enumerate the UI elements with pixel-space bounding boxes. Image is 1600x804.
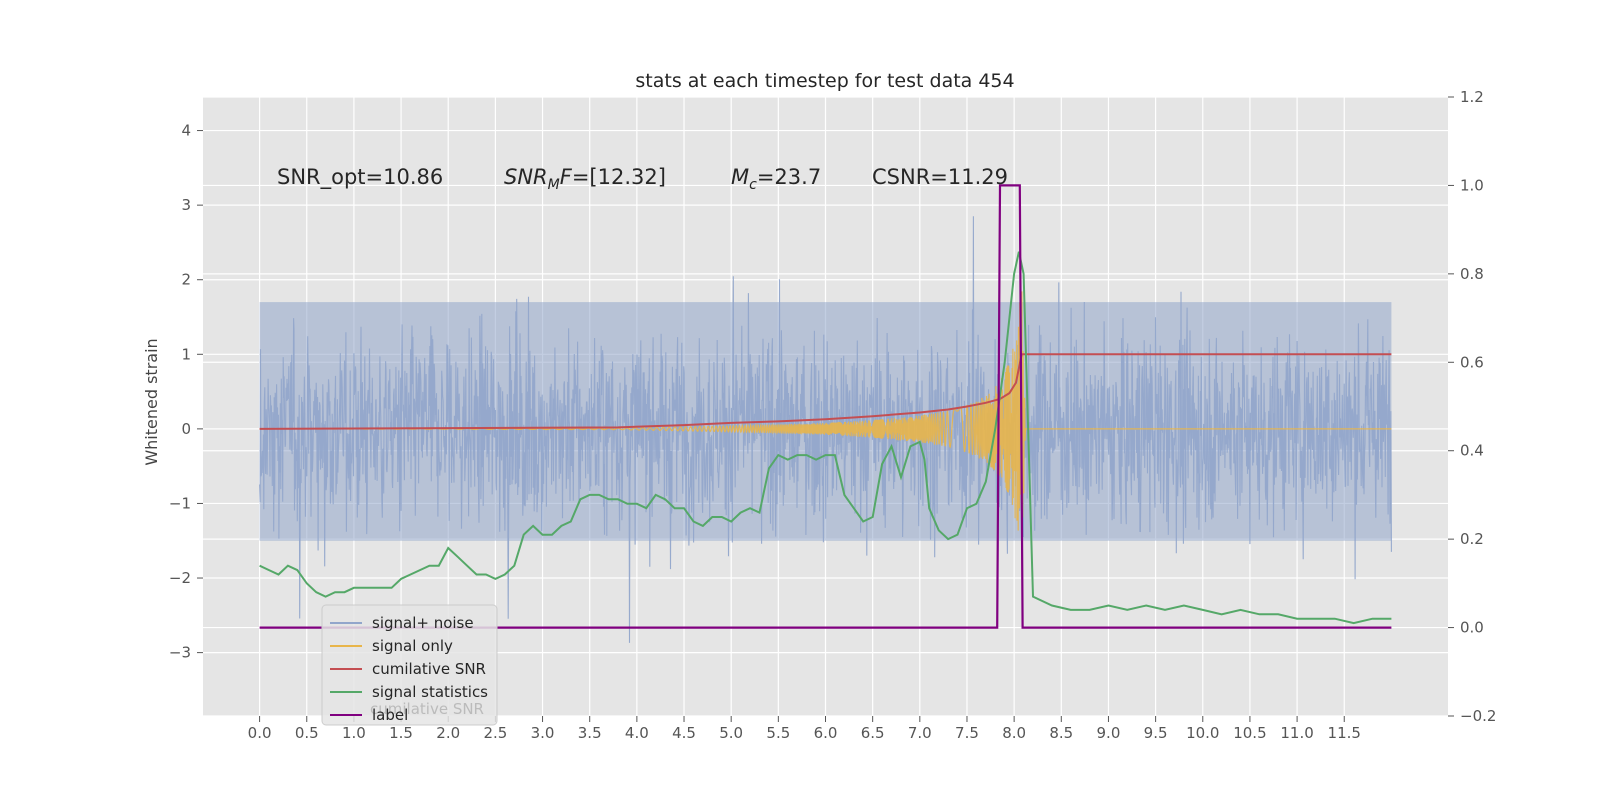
x-tick-label-3: 1.5 <box>389 724 413 742</box>
annotation-snr-mf-sub: M <box>548 177 560 193</box>
legend-box <box>321 604 498 726</box>
series-signal-statistics <box>259 251 1392 625</box>
axes: 0.0 0.5 1.0 1.5 2.0 2.5 3.0 3.5 4.0 4.5 5.0 5.5 6.0 6… <box>169 88 1497 742</box>
y-tick-label-5: 2 <box>181 271 191 289</box>
annotation-snr-mf: SNRMF=[12.32] <box>504 165 666 193</box>
legend-label-0: signal+ noise <box>372 614 474 632</box>
x-tick-label-17: 8.5 <box>1049 724 1073 742</box>
legend-label-3: signal statistics <box>372 683 488 701</box>
series-signal-noise <box>259 216 1392 643</box>
x-tick-label-22: 11.0 <box>1280 724 1313 742</box>
y2-tick-label-3: 0.4 <box>1460 442 1484 460</box>
x-tick-label-2: 1.0 <box>342 724 366 742</box>
y-tick-label-3: 0 <box>181 420 191 438</box>
x-tick-label-13: 6.5 <box>861 724 885 742</box>
x-tick-label-6: 3.0 <box>531 724 555 742</box>
x-tick-label-12: 6.0 <box>814 724 838 742</box>
y-tick-label-6: 3 <box>181 196 191 214</box>
y2-tick-label-6: 1.0 <box>1460 176 1484 194</box>
y2-tick-label-4: 0.6 <box>1460 353 1484 371</box>
y-tick-label-0: −3 <box>169 644 191 662</box>
chart-title: stats at each timestep for test data 454 <box>635 70 1014 92</box>
annotation-snr-mf-main: SNR <box>504 165 548 189</box>
noise-trace <box>259 216 1392 643</box>
y-tick-label-1: −2 <box>169 569 191 587</box>
x-tick-label-10: 5.0 <box>719 724 743 742</box>
y-tick-label-4: 1 <box>181 345 191 363</box>
x-tick-label-18: 9.0 <box>1097 724 1121 742</box>
x-tick-label-11: 5.5 <box>766 724 790 742</box>
x-tick-label-0: 0.0 <box>248 724 272 742</box>
y-axis-label: Whitened strain <box>142 338 161 465</box>
legend-label-4: label <box>372 706 408 724</box>
series-label <box>259 184 1392 629</box>
x-tick-label-9: 4.5 <box>672 724 696 742</box>
x-tick-label-19: 9.5 <box>1144 724 1168 742</box>
x-tick-label-16: 8.0 <box>1002 724 1026 742</box>
annotation-mc-sub: c <box>749 177 757 193</box>
y2-tick-label-0: −0.2 <box>1460 707 1496 725</box>
y2-tick-label-5: 0.8 <box>1460 265 1484 283</box>
y2-tick-label-1: 0.0 <box>1460 619 1484 637</box>
y2-tick-label-2: 0.2 <box>1460 530 1484 548</box>
x-tick-label-7: 3.5 <box>578 724 602 742</box>
legend-label-2: cumilative SNR <box>372 660 486 678</box>
x-tick-label-4: 2.0 <box>436 724 460 742</box>
series-cumulative-snr <box>259 353 1392 430</box>
annotation-mc-value: =23.7 <box>757 165 821 189</box>
legend: cumilative SNR signal+ noise signal only c… <box>321 604 498 726</box>
annotation-snr-mf-rest: F <box>560 165 573 189</box>
legend-ghost-text: cumilative SNR <box>370 700 484 718</box>
annotation-mc: Mc=23.7 <box>731 165 821 193</box>
x-tick-label-20: 10.0 <box>1186 724 1219 742</box>
x-tick-label-21: 10.5 <box>1233 724 1266 742</box>
annotation-csnr: CSNR=11.29 <box>872 165 1008 189</box>
x-tick-label-23: 11.5 <box>1328 724 1361 742</box>
annotations: SNR_opt=10.86 SNRMF=[12.32] Mc=23.7 CSNR… <box>277 165 1008 193</box>
y-tick-label-7: 4 <box>181 122 191 140</box>
x-tick-label-8: 4.0 <box>625 724 649 742</box>
y-tick-label-2: −1 <box>169 494 191 512</box>
y2-tick-label-7: 1.2 <box>1460 88 1484 106</box>
x-tick-label-1: 0.5 <box>295 724 319 742</box>
x-tick-label-5: 2.5 <box>483 724 507 742</box>
annotation-snr-opt: SNR_opt=10.86 <box>277 165 443 190</box>
annotation-mc-main: M <box>731 165 749 189</box>
annotation-snr-mf-value: =[12.32] <box>572 165 666 189</box>
legend-label-1: signal only <box>372 637 453 655</box>
x-tick-label-14: 7.0 <box>908 724 932 742</box>
x-tick-label-15: 7.5 <box>955 724 979 742</box>
